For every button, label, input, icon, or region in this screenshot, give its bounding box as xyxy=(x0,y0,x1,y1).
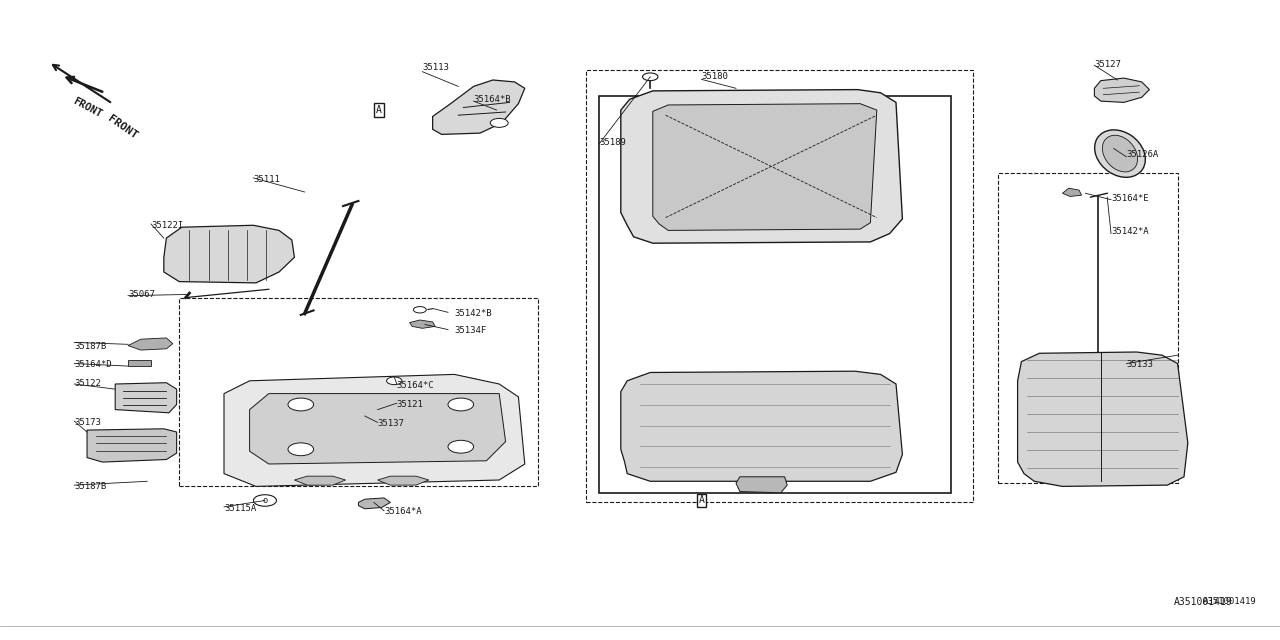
Polygon shape xyxy=(410,320,435,328)
Text: FRONT: FRONT xyxy=(70,96,104,120)
Circle shape xyxy=(413,307,426,313)
Polygon shape xyxy=(358,498,390,509)
Text: 35164*E: 35164*E xyxy=(1111,194,1148,203)
Text: 35134F: 35134F xyxy=(454,326,486,335)
Circle shape xyxy=(643,73,658,81)
Circle shape xyxy=(387,377,402,385)
Text: 35111: 35111 xyxy=(253,175,280,184)
Polygon shape xyxy=(378,476,429,485)
Polygon shape xyxy=(164,225,294,283)
Polygon shape xyxy=(621,371,902,481)
Bar xyxy=(179,298,538,486)
Text: 35173: 35173 xyxy=(74,418,101,427)
Text: 35113: 35113 xyxy=(422,63,449,72)
Polygon shape xyxy=(621,90,902,243)
Polygon shape xyxy=(1094,78,1149,102)
Polygon shape xyxy=(115,383,177,413)
Polygon shape xyxy=(128,338,173,350)
Circle shape xyxy=(448,398,474,411)
Text: 35127: 35127 xyxy=(1094,60,1121,68)
Polygon shape xyxy=(224,374,525,486)
Text: 35137: 35137 xyxy=(378,419,404,428)
Text: 35122I: 35122I xyxy=(151,221,183,230)
Text: A351001419: A351001419 xyxy=(1174,596,1233,607)
Polygon shape xyxy=(433,80,525,134)
Text: 35164*C: 35164*C xyxy=(397,381,434,390)
Polygon shape xyxy=(1018,352,1188,486)
Text: 35187B: 35187B xyxy=(74,482,106,491)
Bar xyxy=(128,360,151,366)
Text: A: A xyxy=(376,105,381,115)
Circle shape xyxy=(253,495,276,506)
Circle shape xyxy=(288,398,314,411)
Bar xyxy=(998,173,1178,483)
Ellipse shape xyxy=(1102,135,1138,172)
Polygon shape xyxy=(1062,188,1082,196)
Ellipse shape xyxy=(1094,130,1146,177)
Text: 35142*B: 35142*B xyxy=(454,309,492,318)
Text: A: A xyxy=(699,495,704,506)
Bar xyxy=(586,70,973,502)
Text: 35164*B: 35164*B xyxy=(474,95,511,104)
Text: 35115A: 35115A xyxy=(224,504,256,513)
Text: 35133: 35133 xyxy=(1126,360,1153,369)
Polygon shape xyxy=(736,477,787,493)
Polygon shape xyxy=(87,429,177,462)
Text: 35126A: 35126A xyxy=(1126,150,1158,159)
Text: FRONT: FRONT xyxy=(106,114,140,141)
Text: 35164*D: 35164*D xyxy=(74,360,111,369)
Text: 35067: 35067 xyxy=(128,290,155,299)
Bar xyxy=(599,96,951,493)
Text: 35187B: 35187B xyxy=(74,342,106,351)
Text: 35180: 35180 xyxy=(701,72,728,81)
Text: 35121: 35121 xyxy=(397,400,424,409)
Circle shape xyxy=(288,443,314,456)
Polygon shape xyxy=(294,476,346,485)
Text: 35122: 35122 xyxy=(74,380,101,388)
Text: 35164*A: 35164*A xyxy=(384,508,421,516)
Polygon shape xyxy=(250,394,506,464)
Text: o: o xyxy=(262,496,268,505)
Circle shape xyxy=(490,118,508,127)
Circle shape xyxy=(448,440,474,453)
Text: 35142*A: 35142*A xyxy=(1111,227,1148,236)
Text: A351001419: A351001419 xyxy=(1203,597,1257,606)
Text: 35189: 35189 xyxy=(599,138,626,147)
Polygon shape xyxy=(653,104,877,230)
